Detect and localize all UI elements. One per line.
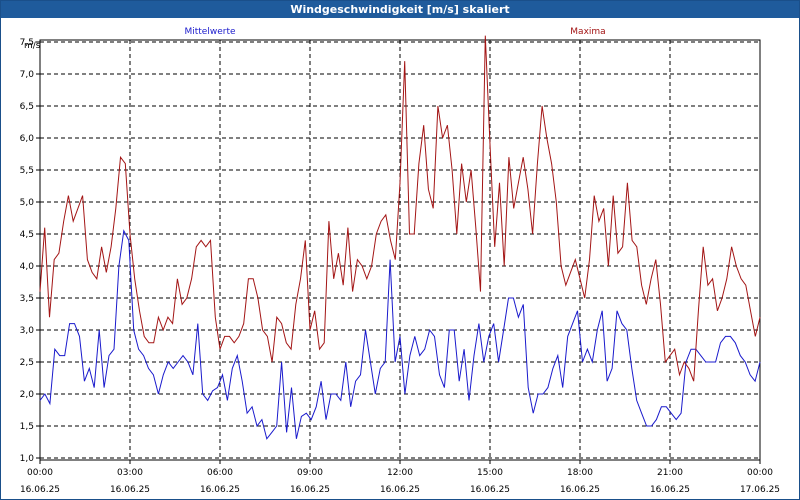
- grid-lines: [40, 40, 760, 460]
- x-tick-time: 03:00: [117, 468, 143, 478]
- y-tick-label: 3,0: [20, 326, 35, 336]
- y-tick-label: 6,0: [20, 134, 35, 144]
- legend-maxima: Maxima: [570, 27, 605, 37]
- y-tick-label: 5,5: [20, 166, 34, 176]
- x-tick-date: 16.06.25: [560, 485, 600, 495]
- y-tick-label: 2,0: [20, 390, 35, 400]
- y-tick-label: 4,5: [20, 230, 34, 240]
- y-tick-label: 7,5: [20, 38, 34, 48]
- window-title: Windgeschwindigkeit [m/s] skaliert: [1, 1, 799, 18]
- x-tick-time: 18:00: [567, 468, 593, 478]
- y-tick-label: 1,5: [20, 422, 34, 432]
- x-tick-time: 15:00: [477, 468, 503, 478]
- x-tick-time: 12:00: [387, 468, 413, 478]
- y-tick-label: 7,0: [20, 70, 35, 80]
- series-lines: [39, 35, 761, 440]
- x-tick-date: 16.06.25: [470, 485, 510, 495]
- y-tick-label: 1,0: [20, 454, 35, 464]
- y-tick-label: 5,0: [20, 198, 35, 208]
- y-axis: 1,0 1,5 2,0 2,5 3,0 3,5 4,0 4,5 5,0 5,5 6,0 6,5 7,0 7…: [20, 38, 40, 464]
- series-line-maxima: [39, 35, 761, 382]
- series-line-mittelwerte: [39, 229, 761, 440]
- x-axis: 00:00 16.06.25 03:00 16.06.25 06:00 16.06.25 0…: [20, 460, 780, 495]
- y-tick-label: 3,5: [20, 294, 34, 304]
- x-tick-time: 00:00: [27, 468, 53, 478]
- y-tick-label: 2,5: [20, 358, 34, 368]
- x-tick-date: 17.06.25: [740, 485, 780, 495]
- x-tick-date: 16.06.25: [380, 485, 420, 495]
- x-tick-time: 00:00: [747, 468, 773, 478]
- x-tick-date: 16.06.25: [200, 485, 240, 495]
- y-axis-label: m/s: [24, 41, 41, 51]
- x-tick-date: 16.06.25: [110, 485, 150, 495]
- y-tick-label: 4,0: [20, 262, 35, 272]
- y-tick-label: 6,5: [20, 102, 34, 112]
- x-tick-time: 06:00: [207, 468, 233, 478]
- legend-mittelwerte: Mittelwerte: [184, 27, 235, 37]
- x-tick-date: 16.06.25: [20, 485, 60, 495]
- x-tick-date: 16.06.25: [290, 485, 330, 495]
- x-tick-time: 09:00: [297, 468, 323, 478]
- x-tick-time: 21:00: [657, 468, 683, 478]
- x-tick-date: 16.06.25: [650, 485, 690, 495]
